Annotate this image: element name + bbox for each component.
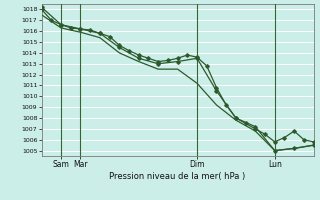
X-axis label: Pression niveau de la mer( hPa ): Pression niveau de la mer( hPa ): [109, 172, 246, 181]
